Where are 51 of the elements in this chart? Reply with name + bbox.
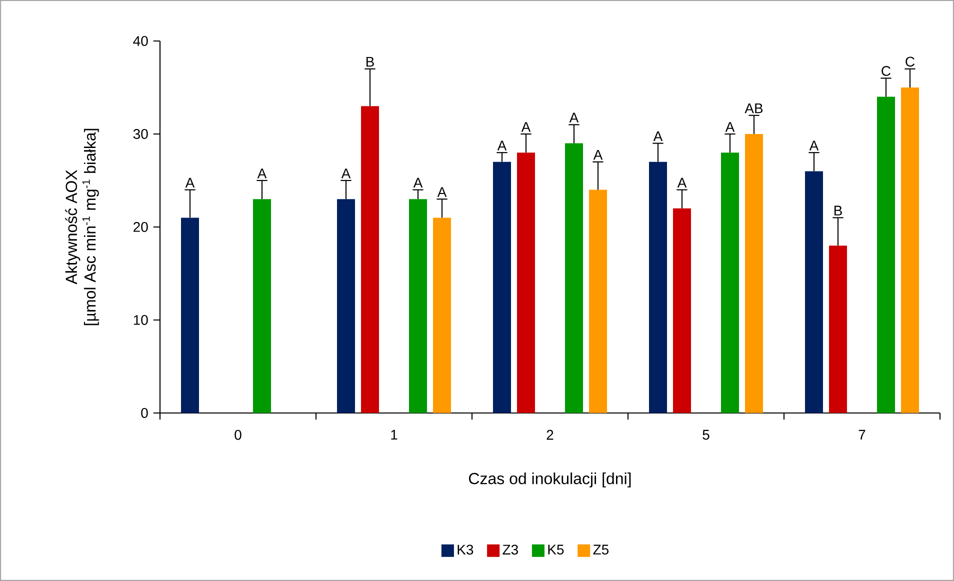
- bar: [361, 106, 380, 413]
- x-tick-label: 2: [546, 430, 554, 440]
- y-tick-label: 20: [134, 222, 148, 232]
- y-tick-label: 10: [134, 315, 148, 325]
- bar: [672, 208, 691, 413]
- x-tick-label: 7: [858, 430, 866, 440]
- bar: [805, 171, 823, 413]
- bar: [517, 152, 535, 413]
- y-tick-label: 30: [133, 129, 148, 139]
- data-label: B: [366, 57, 374, 67]
- bar: [649, 162, 667, 413]
- x-tick-label: 0: [234, 430, 242, 440]
- x-tick-label: 1: [391, 430, 398, 440]
- data-label: A: [725, 122, 735, 132]
- bar: [253, 199, 272, 413]
- bar: [900, 87, 919, 413]
- data-label: A: [341, 168, 351, 178]
- data-label: A: [437, 187, 447, 197]
- data-label: A: [593, 150, 603, 160]
- bar: [433, 218, 451, 413]
- y-tick-label: 40: [133, 36, 148, 46]
- data-label: A: [497, 140, 507, 150]
- bar: [181, 218, 200, 413]
- data-label: A: [653, 131, 663, 142]
- bar: [745, 134, 763, 413]
- bar: [409, 199, 427, 413]
- legend-label: Z3: [502, 544, 518, 555]
- data-label: A: [521, 122, 531, 132]
- data-label: A: [185, 178, 195, 188]
- data-label: A: [413, 178, 423, 188]
- legend-label: K5: [548, 544, 564, 555]
- data-label: B: [834, 206, 842, 216]
- data-label: A: [257, 168, 267, 178]
- bar: [721, 152, 739, 413]
- legend-label: K3: [458, 544, 474, 555]
- bar: [493, 162, 511, 413]
- data-label: AB: [744, 104, 763, 114]
- data-label: C: [906, 56, 915, 67]
- data-label: A: [809, 140, 819, 150]
- bar: [565, 143, 583, 413]
- bar: [337, 199, 356, 413]
- data-label: A: [569, 112, 579, 122]
- x-axis-title: Czas od inokulacji [dni]: [468, 472, 631, 488]
- y-tick-label: 0: [141, 408, 148, 418]
- bar: [829, 246, 847, 413]
- legend-label: Z5: [593, 544, 609, 555]
- data-label: C: [882, 66, 891, 76]
- bar: [589, 190, 607, 413]
- bar: [877, 96, 895, 413]
- x-tick-label: 5: [702, 430, 710, 440]
- data-label: A: [677, 178, 687, 188]
